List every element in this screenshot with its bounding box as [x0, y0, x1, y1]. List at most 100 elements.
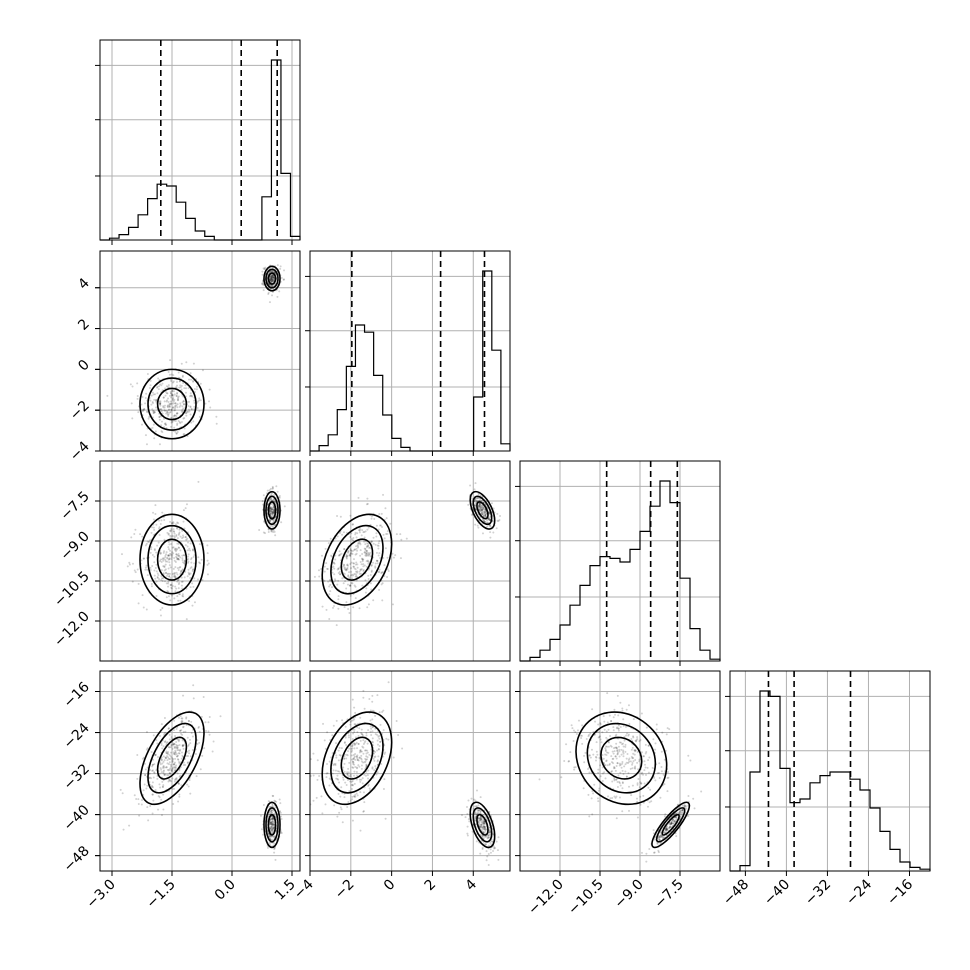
contour-line — [469, 801, 496, 849]
scatter-point — [164, 568, 167, 571]
scatter-point — [167, 554, 170, 557]
scatter-point — [478, 817, 481, 820]
scatter-point — [151, 769, 154, 772]
scatter-point — [346, 772, 349, 775]
scatter-point — [376, 544, 379, 547]
scatter-point — [165, 553, 168, 556]
scatter-point — [369, 546, 372, 549]
scatter-point — [482, 814, 485, 817]
scatter-point — [376, 734, 379, 737]
scatter-point — [620, 766, 623, 769]
scatter-point — [483, 821, 486, 824]
scatter-point — [351, 795, 354, 798]
scatter-point — [347, 574, 350, 577]
scatter-point — [484, 830, 487, 833]
scatter-point — [360, 778, 363, 781]
scatter-point — [161, 409, 164, 412]
scatter-point — [480, 823, 483, 826]
scatter-point — [279, 810, 282, 813]
scatter-point — [364, 740, 367, 743]
scatter-point — [359, 568, 362, 571]
scatter-point — [374, 565, 377, 568]
x-tick-label: 0.0 — [212, 877, 239, 904]
scatter-point — [344, 736, 347, 739]
scatter-point — [617, 724, 620, 727]
scatter-point — [353, 782, 356, 785]
scatter-point — [149, 379, 152, 382]
scatter-point — [625, 708, 628, 711]
scatter-point — [361, 777, 364, 780]
scatter-point — [601, 772, 604, 775]
scatter-point — [488, 517, 491, 520]
scatter-point — [375, 551, 378, 554]
scatter-point — [484, 520, 487, 523]
scatter-point — [616, 750, 619, 753]
scatter-point — [329, 583, 332, 586]
scatter-point — [183, 417, 186, 420]
scatter-point — [682, 809, 685, 812]
scatter-point — [191, 548, 194, 551]
scatter-point — [361, 529, 364, 532]
scatter-point — [129, 383, 132, 386]
scatter-point — [369, 582, 372, 585]
scatter-point — [270, 274, 273, 277]
scatter-point — [162, 405, 165, 408]
scatter-point — [616, 753, 619, 756]
scatter-point — [352, 757, 355, 760]
scatter-point — [475, 500, 478, 503]
scatter-point — [170, 765, 173, 768]
scatter-point — [475, 497, 478, 500]
scatter-point — [270, 276, 273, 279]
scatter-point — [346, 563, 349, 566]
scatter-point — [272, 826, 275, 829]
scatter-point — [350, 719, 353, 722]
scatter-point — [356, 570, 359, 573]
scatter-point — [346, 568, 349, 571]
scatter-point — [363, 551, 366, 554]
scatter-point — [377, 542, 380, 545]
scatter-point — [364, 547, 367, 550]
scatter-point — [198, 410, 201, 413]
scatter-point — [627, 758, 630, 761]
scatter-point — [172, 751, 175, 754]
scatter-point — [670, 822, 673, 825]
scatter-point — [157, 541, 160, 544]
scatter-point — [178, 744, 181, 747]
scatter-point — [362, 810, 365, 813]
scatter-point — [178, 532, 181, 535]
scatter-point — [165, 582, 168, 585]
scatter-point — [179, 404, 182, 407]
scatter-point — [175, 553, 178, 556]
scatter-point — [170, 583, 173, 586]
scatter-point — [652, 829, 655, 832]
scatter-point — [146, 568, 149, 571]
scatter-point — [354, 758, 357, 761]
scatter-point — [625, 775, 628, 778]
scatter-point — [486, 836, 489, 839]
scatter-point — [328, 777, 331, 780]
scatter-point — [631, 784, 634, 787]
scatter-point — [612, 716, 615, 719]
scatter-point — [162, 572, 165, 575]
scatter-point — [181, 374, 184, 377]
scatter-point — [660, 834, 663, 837]
scatter-point — [345, 553, 348, 556]
scatter-point — [589, 732, 592, 735]
scatter-point — [278, 494, 281, 497]
scatter-point — [270, 811, 273, 814]
scatter-point — [618, 782, 621, 785]
scatter-point — [647, 744, 650, 747]
scatter-point — [183, 561, 186, 564]
scatter-point — [174, 405, 177, 408]
scatter-point — [261, 273, 264, 276]
scatter-point — [483, 827, 486, 830]
scatter-point — [347, 800, 350, 803]
scatter-point — [270, 498, 273, 501]
scatter-point — [153, 411, 156, 414]
contour-line — [263, 801, 281, 849]
scatter-point — [313, 575, 316, 578]
scatter-point — [172, 521, 175, 524]
scatter-point — [340, 808, 343, 811]
scatter-point — [173, 557, 176, 560]
scatter-point — [176, 580, 179, 583]
